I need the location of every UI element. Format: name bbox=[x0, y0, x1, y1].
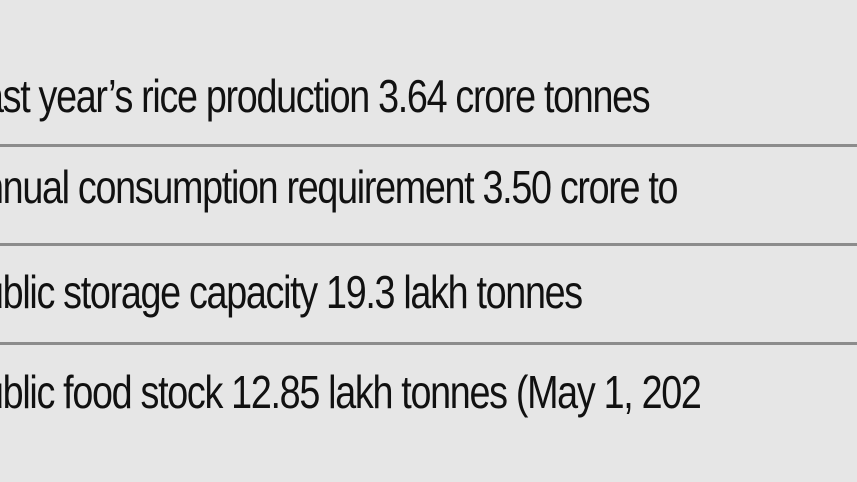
fact-text-consumption-requirement: nnual consumption requirement 3.50 crore… bbox=[0, 161, 679, 213]
fact-row-rice-production: ast year’s rice production 3.64 crore to… bbox=[0, 66, 857, 126]
fact-text-food-stock: ublic food stock 12.85 lakh tonnes (May … bbox=[0, 366, 702, 418]
fact-text-storage-capacity: ublic storage capacity 19.3 lakh tonnes bbox=[0, 266, 583, 318]
fact-row-food-stock: ublic food stock 12.85 lakh tonnes (May … bbox=[0, 362, 857, 422]
row-divider bbox=[0, 144, 857, 147]
fact-text-rice-production: ast year’s rice production 3.64 crore to… bbox=[0, 70, 651, 122]
row-divider bbox=[0, 243, 857, 246]
row-divider bbox=[0, 342, 857, 345]
fact-row-storage-capacity: ublic storage capacity 19.3 lakh tonnes bbox=[0, 262, 857, 322]
fact-row-consumption-requirement: nnual consumption requirement 3.50 crore… bbox=[0, 157, 857, 217]
